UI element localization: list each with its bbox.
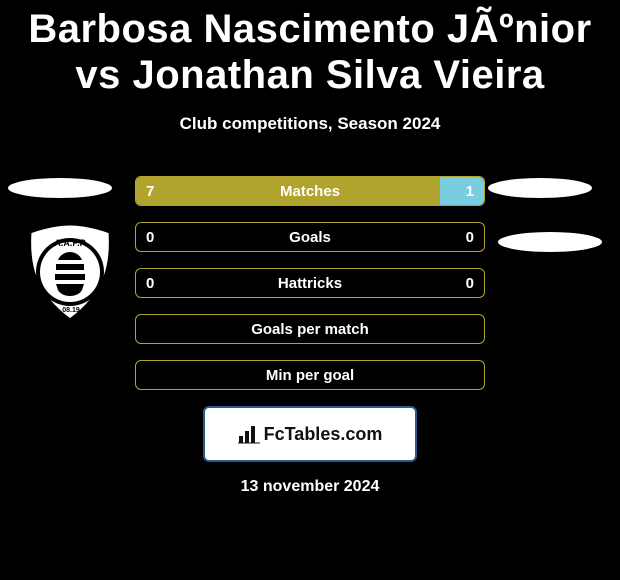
stat-bar-label: Goals per match [136, 315, 484, 343]
svg-text:.08.19: .08.19 [60, 307, 80, 314]
stat-bar-label: Hattricks [136, 269, 484, 297]
stat-bar-value-left: 0 [146, 269, 154, 297]
stat-bar-value-left: 7 [146, 177, 154, 205]
svg-text:A.A.P.P: A.A.P.P [54, 238, 85, 248]
stat-bar-row: Matches7 1 [135, 176, 485, 206]
left-player-ellipse [8, 178, 112, 198]
stat-bar-value-right: 1 [466, 177, 474, 205]
stat-bar-row: Goals per match [135, 314, 485, 344]
fctables-badge: FcTables.com [203, 406, 417, 462]
left-club-crest: A.A.P.P .08.19 [20, 222, 120, 322]
stat-bar-label: Goals [136, 223, 484, 251]
stat-bar-row: Hattricks0 0 [135, 268, 485, 298]
stat-bar-label: Matches [136, 177, 484, 205]
bar-chart-icon [238, 424, 260, 444]
page-title: Barbosa Nascimento JÃºnior vs Jonathan S… [0, 0, 620, 98]
stat-bar-value-left: 0 [146, 223, 154, 251]
stat-bars: Matches71Goals00Hattricks00Goals per mat… [135, 176, 485, 390]
subtitle: Club competitions, Season 2024 [0, 114, 620, 134]
comparison-area: A.A.P.P .08.19 Matches71Goals00Hattricks… [0, 176, 620, 496]
shield-icon: A.A.P.P .08.19 [20, 222, 120, 322]
date-label: 13 november 2024 [0, 478, 620, 496]
right-player-ellipse-1 [488, 178, 592, 198]
stat-bar-value-right: 0 [466, 223, 474, 251]
stat-bar-row: Goals0 0 [135, 222, 485, 252]
fctables-label: FcTables.com [264, 424, 383, 445]
right-player-ellipse-2 [498, 232, 602, 252]
stat-bar-value-right: 0 [466, 269, 474, 297]
stat-bar-label: Min per goal [136, 361, 484, 389]
stat-bar-row: Min per goal [135, 360, 485, 390]
